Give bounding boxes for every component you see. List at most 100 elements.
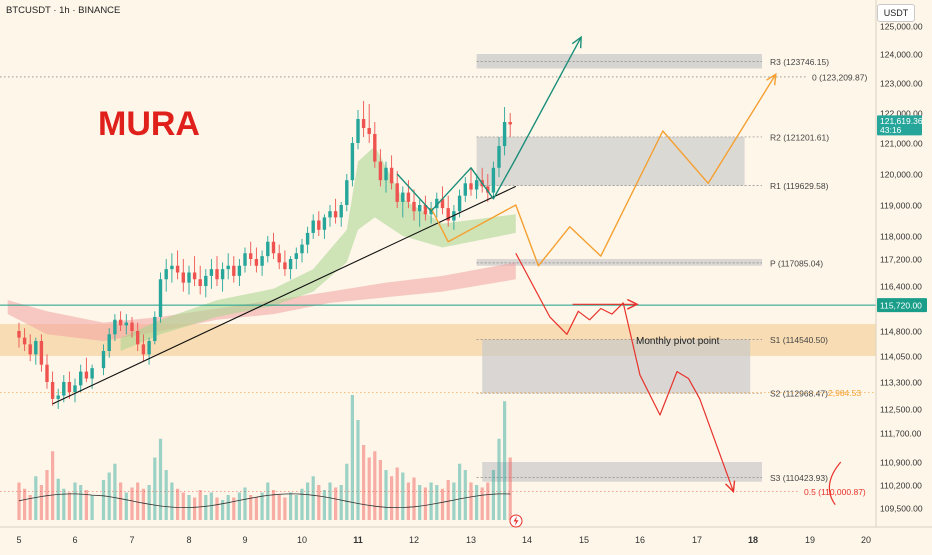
candle[interactable] [209,259,214,289]
candle[interactable] [384,161,388,193]
candle[interactable] [153,311,157,345]
candle[interactable] [446,195,450,227]
candle[interactable] [469,167,473,196]
candle[interactable] [356,110,360,150]
candles[interactable] [17,101,512,409]
candle[interactable] [243,247,247,273]
candle[interactable] [73,378,77,403]
candle[interactable] [474,174,479,199]
candle[interactable] [232,256,236,283]
candle[interactable] [300,238,304,263]
green-projection-path[interactable] [396,36,582,212]
candle[interactable] [311,214,315,239]
candle[interactable] [124,314,128,335]
candle[interactable] [317,211,321,236]
candle[interactable] [101,344,106,376]
red-right-curve[interactable] [828,461,842,506]
candle[interactable] [226,253,230,280]
candle[interactable] [254,247,259,273]
candle[interactable] [502,107,507,156]
candle[interactable] [395,170,399,209]
candle[interactable] [118,311,123,331]
candle[interactable] [220,262,225,292]
candle[interactable] [322,214,327,239]
candle[interactable] [283,250,287,276]
candle[interactable] [266,236,270,263]
candle[interactable] [170,253,174,283]
candle[interactable] [34,337,38,365]
candle[interactable] [22,328,27,351]
candle[interactable] [508,113,512,137]
candle[interactable] [294,247,298,270]
candle[interactable] [401,186,405,218]
candle[interactable] [107,328,111,358]
candle[interactable] [192,256,197,286]
candle[interactable] [350,137,355,187]
candle-body [457,195,462,212]
candle[interactable] [277,244,281,270]
volume-bar [67,492,71,520]
candle[interactable] [187,265,191,295]
candle[interactable] [56,388,60,409]
candle[interactable] [113,314,117,341]
candle[interactable] [90,364,94,389]
candle[interactable] [373,122,377,168]
candle[interactable] [62,375,66,403]
candle[interactable] [67,371,72,399]
candle[interactable] [412,189,416,221]
candle[interactable] [260,250,264,276]
candle[interactable] [305,226,310,254]
candle[interactable] [147,337,151,365]
candle[interactable] [45,354,49,389]
volume-bar [306,482,310,520]
candle[interactable] [141,334,146,362]
candle[interactable] [497,137,501,178]
drawings-layer[interactable] [52,35,842,506]
currency-button[interactable]: USDT [877,4,915,22]
candle[interactable] [237,259,242,286]
red-projection-path[interactable] [515,253,734,492]
orange-projection-path[interactable] [430,73,777,267]
candle[interactable] [158,272,163,323]
candle[interactable] [328,205,332,227]
candle[interactable] [84,357,89,382]
candle[interactable] [215,256,219,286]
candle[interactable] [181,259,185,292]
candle[interactable] [130,316,134,338]
candle[interactable] [345,174,349,212]
x-tick-label: 18 [748,535,758,545]
candle[interactable] [136,322,140,351]
candle[interactable] [249,241,253,266]
candle[interactable] [288,256,293,280]
candle[interactable] [361,101,366,137]
candle[interactable] [440,186,445,215]
volume-bar [90,495,94,520]
candle[interactable] [17,322,21,348]
lightning-icon[interactable] [509,514,523,528]
candle[interactable] [175,250,180,280]
candle[interactable] [339,201,343,227]
candle[interactable] [389,155,394,190]
candle[interactable] [367,104,371,143]
candle[interactable] [39,334,44,372]
candle-body [435,198,439,209]
candle[interactable] [463,177,467,202]
candle[interactable] [333,198,338,224]
candle[interactable] [28,334,32,362]
candle[interactable] [164,259,168,292]
candle[interactable] [50,371,55,406]
candle[interactable] [204,269,208,298]
candle[interactable] [491,161,496,199]
candle[interactable] [271,232,276,259]
candle[interactable] [79,364,83,393]
candle[interactable] [486,174,490,202]
candle[interactable] [418,198,422,227]
candle[interactable] [406,180,411,209]
candle[interactable] [198,265,202,295]
candle[interactable] [378,149,383,187]
candle[interactable] [423,195,428,221]
